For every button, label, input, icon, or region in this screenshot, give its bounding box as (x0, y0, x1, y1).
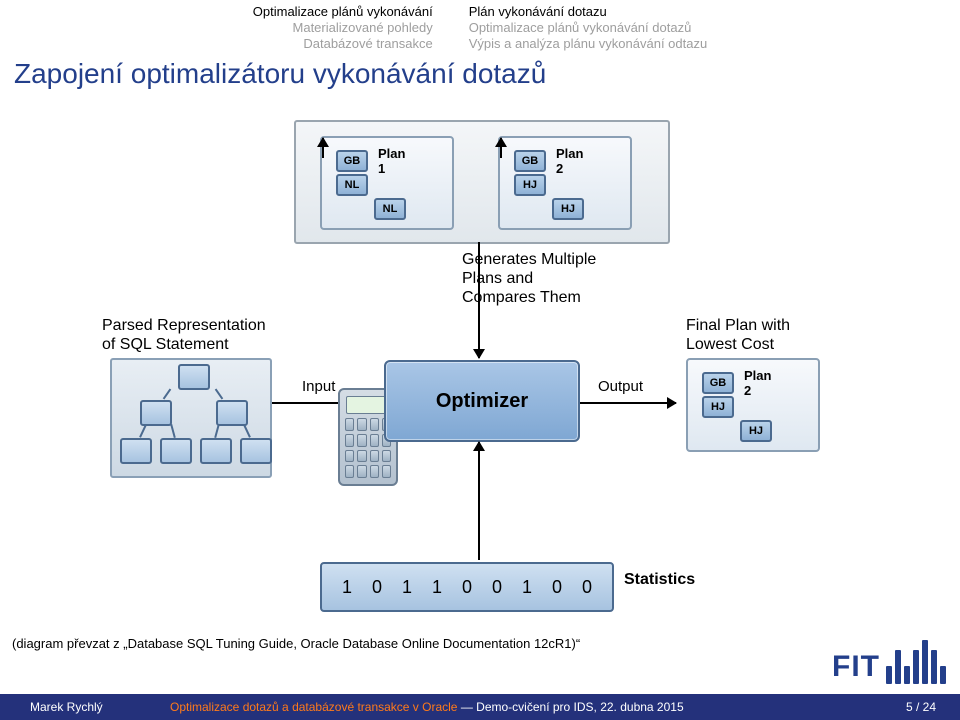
plan2-node-gb: GB (514, 150, 546, 172)
optimizer-box: Optimizer (384, 360, 580, 442)
hdr-right-0: Plán vykonávání dotazu (469, 4, 708, 20)
plan1-node-gb: GB (336, 150, 368, 172)
plans-label: Generates Multiple Plans and Compares Th… (462, 250, 596, 307)
footer: Marek Rychlý Optimalizace dotazů a datab… (0, 694, 960, 720)
stat-5: 0 (492, 577, 502, 598)
output-label: Output (598, 378, 643, 395)
final-plan-card: GB Plan 2 HJ HJ (686, 358, 820, 452)
footer-page: 5 / 24 (906, 700, 960, 714)
stat-6: 1 (522, 577, 532, 598)
plan2-card: GB Plan 2 HJ HJ (498, 136, 632, 230)
hdr-left-2: Databázové transakce (253, 36, 433, 52)
hdr-right-2: Výpis a analýza plánu vykonávání odtazu (469, 36, 708, 52)
optimizer-label: Optimizer (436, 390, 528, 413)
plan1-card: GB Plan 1 NL NL (320, 136, 454, 230)
final-node-gb: GB (702, 372, 734, 394)
stats-label: Statistics (624, 570, 695, 589)
diagram: GB Plan 1 NL NL GB Plan 2 HJ HJ Generate… (0, 90, 960, 630)
stat-2: 1 (402, 577, 412, 598)
parse-tree (116, 360, 270, 468)
stat-8: 0 (582, 577, 592, 598)
stat-4: 0 (462, 577, 472, 598)
footer-mid: Optimalizace dotazů a databázové transak… (170, 700, 906, 714)
plan2-title: Plan 2 (556, 146, 583, 176)
hdr-left-0: Optimalizace plánů vykonávání (253, 4, 433, 20)
stat-1: 0 (372, 577, 382, 598)
hdr-right-1: Optimalizace plánů vykonávání dotazů (469, 20, 708, 36)
hdr-left-1: Materializované pohledy (253, 20, 433, 36)
plan1-node-nl1: NL (336, 174, 368, 196)
plan1-title: Plan 1 (378, 146, 405, 176)
statistics-box: 1 0 1 1 0 0 1 0 0 (320, 562, 614, 612)
footer-session: Demo-cvičení pro IDS, 22. dubna 2015 (476, 700, 683, 714)
final-label: Final Plan with Lowest Cost (686, 316, 790, 354)
slide-header: Optimalizace plánů vykonávání Materializ… (0, 0, 960, 56)
input-label: Input (302, 378, 335, 395)
footer-author: Marek Rychlý (0, 700, 170, 714)
final-title: Plan 2 (744, 368, 771, 398)
plan1-node-nl2: NL (374, 198, 406, 220)
final-node-hj2: HJ (740, 420, 772, 442)
diagram-caption: (diagram převzat z „Database SQL Tuning … (0, 630, 960, 651)
plan2-node-hj1: HJ (514, 174, 546, 196)
plan2-node-hj2: HJ (552, 198, 584, 220)
slide-title: Zapojení optimalizátoru vykonávání dotaz… (0, 56, 960, 90)
final-node-hj1: HJ (702, 396, 734, 418)
fit-logo: FIT (832, 626, 942, 684)
stat-7: 0 (552, 577, 562, 598)
parsed-label: Parsed Representation of SQL Statement (102, 316, 266, 354)
footer-talk: Optimalizace dotazů a databázové transak… (170, 700, 457, 714)
stat-3: 1 (432, 577, 442, 598)
stat-0: 1 (342, 577, 352, 598)
